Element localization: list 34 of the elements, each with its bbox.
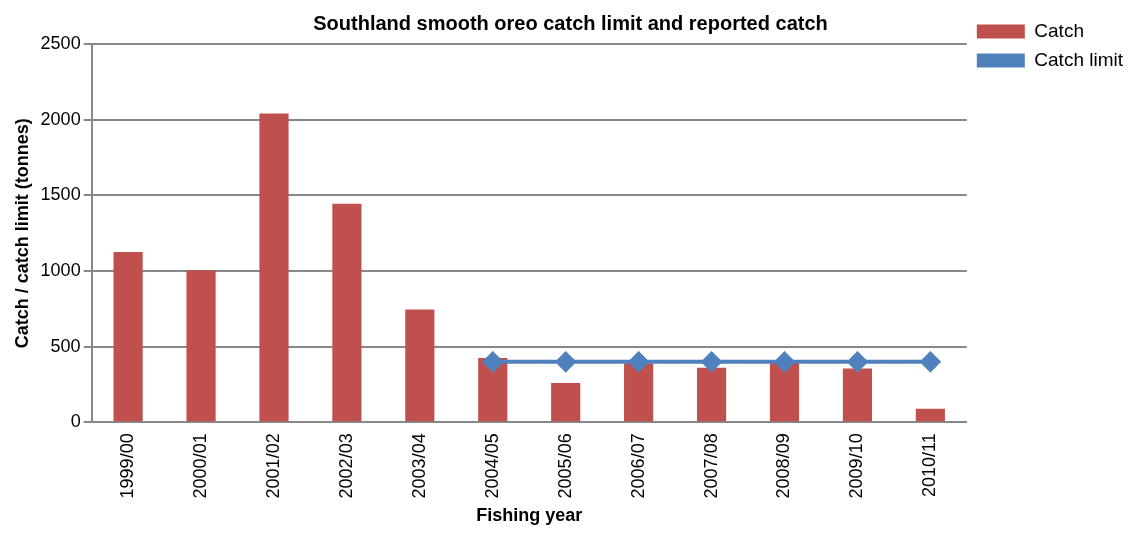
y-axis-title: Catch / catch limit (tonnes) (11, 118, 32, 349)
legend-label: Catch (1034, 19, 1084, 41)
bar (769, 362, 800, 422)
x-tick-label: 1999/00 (117, 433, 138, 499)
bar (405, 309, 435, 422)
x-tick-label: 2008/09 (773, 433, 794, 499)
y-tick-label: 0 (70, 411, 81, 432)
x-tick-label: 2009/10 (846, 433, 867, 499)
bar (696, 367, 727, 422)
x-axis-title: Fishing year (476, 505, 583, 526)
chart-title: Southland smooth oreo catch limit and reported catch (313, 11, 828, 34)
bar (259, 113, 289, 422)
y-tick-label: 2000 (40, 108, 81, 129)
y-tick-label: 2500 (40, 32, 81, 53)
bar (624, 363, 654, 422)
x-tick-label: 2001/02 (262, 433, 283, 499)
x-tick-label: 2002/03 (335, 433, 356, 499)
x-tick-label: 2006/07 (627, 433, 648, 499)
bar (332, 203, 362, 422)
x-tick-label: 2004/05 (481, 433, 502, 499)
y-tick-label: 500 (50, 335, 81, 356)
x-tick-label: 2007/08 (700, 433, 721, 499)
bar (551, 382, 581, 422)
x-tick-label: 2000/01 (190, 433, 211, 499)
x-tick-label: 2003/04 (408, 433, 429, 499)
x-tick-label: 2005/06 (554, 433, 575, 499)
bar (915, 408, 945, 422)
x-tick-label: 2010/11 (919, 433, 940, 498)
bar (842, 368, 873, 422)
legend-label: Catch limit (1034, 48, 1124, 70)
y-tick-label: 1500 (40, 184, 81, 205)
y-tick-label: 1000 (40, 259, 81, 280)
bar (113, 252, 143, 422)
bar (186, 270, 216, 422)
